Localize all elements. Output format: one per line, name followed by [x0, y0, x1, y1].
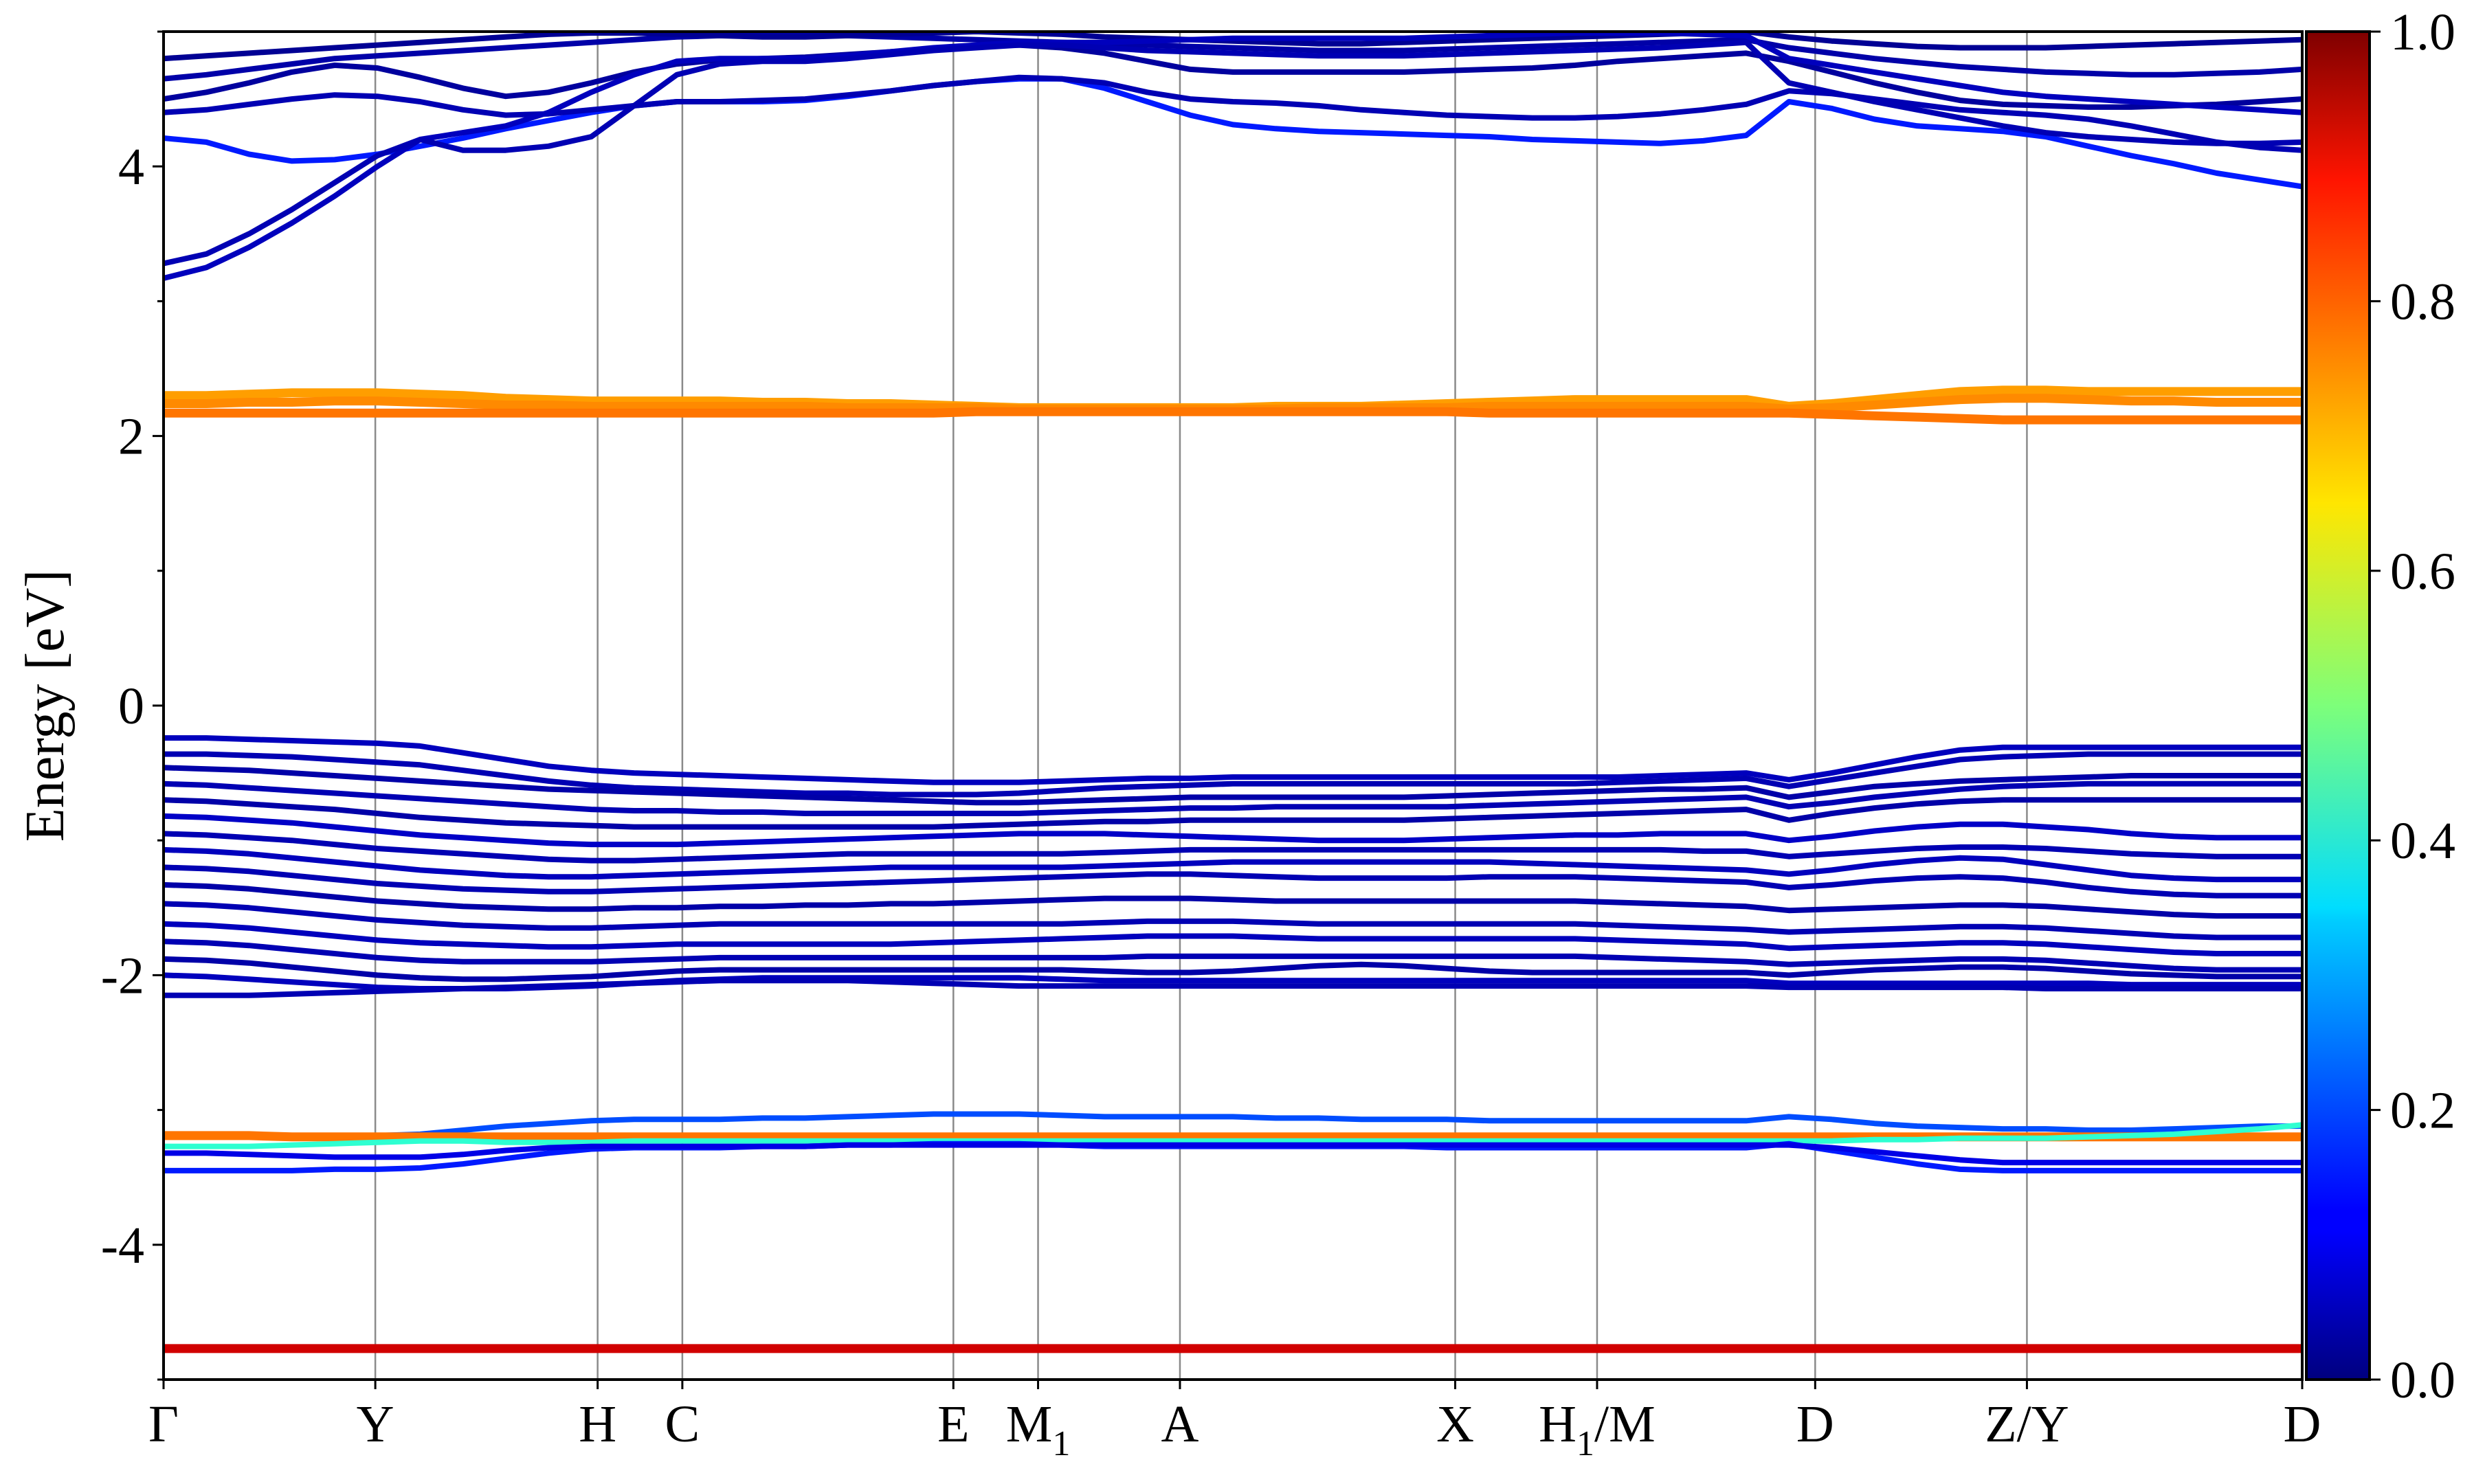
- band-lines: [164, 32, 2302, 1353]
- x-tick-label: H: [579, 1395, 616, 1453]
- colorbar-tick-label: 0.0: [2390, 1351, 2455, 1409]
- band-line-1: [164, 76, 2302, 190]
- kpoint-gridlines: [374, 32, 2028, 1380]
- y-tick-label: -4: [101, 1217, 144, 1274]
- x-tick-label: A: [1161, 1395, 1199, 1453]
- colorbar-tick-label: 0.6: [2390, 543, 2455, 600]
- band-line-23: [164, 938, 2302, 973]
- x-axis-ticks: Γ Y H C E M1 A X H1/M D Z/Y D: [148, 1380, 2321, 1463]
- band-line-29: [164, 1122, 2302, 1149]
- y-tick-label: 2: [118, 408, 144, 466]
- band-line-27: [164, 1111, 2302, 1140]
- band-line-15: [164, 797, 2302, 830]
- x-tick-label: Y: [357, 1395, 394, 1453]
- band-line-7: [164, 39, 2302, 267]
- colorbar-ticks: 0.0 0.2 0.4 0.6 0.8 1.0: [2370, 3, 2455, 1409]
- band-line-16: [164, 813, 2302, 848]
- x-tick-label: M1: [1006, 1395, 1071, 1463]
- x-tick-label: E: [937, 1395, 969, 1453]
- x-tick-label: C: [665, 1395, 700, 1453]
- x-tick-label: X: [1436, 1395, 1474, 1453]
- x-tick-label: H1/M: [1539, 1395, 1656, 1463]
- band-line-10: [164, 407, 2302, 425]
- band-line-26: [164, 978, 2302, 998]
- band-line-6: [164, 32, 2302, 281]
- y-axis-ticks: -4 -2 0 2 4: [101, 30, 164, 1381]
- colorbar-tick-label: 0.8: [2390, 273, 2455, 330]
- colorbar-tick-label: 0.4: [2390, 812, 2455, 870]
- band-line-14: [164, 780, 2302, 816]
- band-line-31: [164, 1142, 2302, 1166]
- y-axis-label: Energy [eV]: [15, 570, 76, 842]
- band-line-18: [164, 846, 2302, 883]
- x-tick-label: Γ: [148, 1395, 179, 1453]
- y-tick-label: -2: [101, 947, 144, 1004]
- band-line-24: [164, 956, 2302, 982]
- x-tick-label: D: [1796, 1395, 1834, 1453]
- colorbar: [2305, 30, 2371, 1381]
- band-line-4: [164, 32, 2302, 82]
- band-line-12: [164, 751, 2302, 798]
- x-tick-label: Z/Y: [1985, 1395, 2069, 1453]
- band-line-19: [164, 864, 2302, 899]
- band-line-11: [164, 735, 2302, 785]
- colorbar-tick-label: 0.2: [2390, 1082, 2455, 1140]
- band-line-2: [164, 74, 2302, 153]
- band-line-21: [164, 901, 2302, 941]
- band-line-17: [164, 831, 2302, 864]
- band-line-3: [164, 42, 2302, 110]
- band-line-22: [164, 921, 2302, 956]
- band-line-13: [164, 765, 2302, 806]
- colorbar-tick-label: 1.0: [2390, 3, 2455, 61]
- band-line-20: [164, 881, 2302, 919]
- y-tick-label: 4: [118, 138, 144, 196]
- y-tick-label: 0: [118, 677, 144, 735]
- x-tick-label: D: [2284, 1395, 2321, 1453]
